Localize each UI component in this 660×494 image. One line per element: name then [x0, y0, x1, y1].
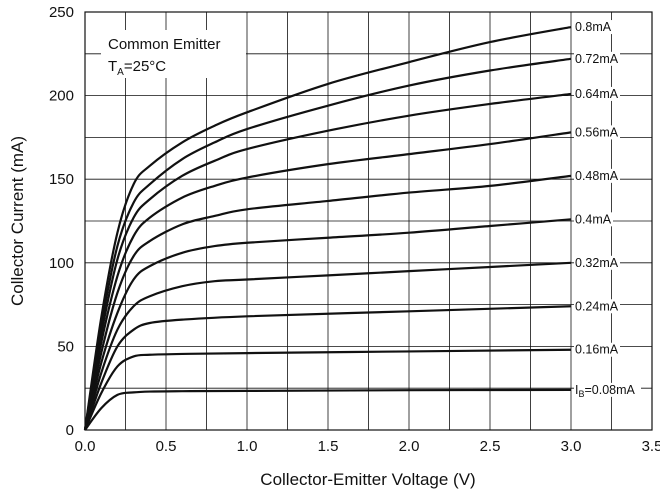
series-label: 0.72mA: [575, 52, 619, 66]
series-curve: [83, 305, 572, 431]
curves: IB=0.08mA 0.16mA 0.24mA 0.32mA 0.4mA 0.48mA 0.…: [83, 20, 641, 431]
annotation-temp-symbol: T: [108, 58, 117, 75]
y-tick-label: 150: [49, 171, 74, 188]
series-label-background: [574, 51, 620, 66]
annotation-line2: TA=25°C: [108, 58, 166, 78]
y-tick-label: 200: [49, 88, 74, 105]
series-label-value: =0.08mA: [585, 383, 636, 397]
series-curve: [83, 57, 572, 431]
series-label: 0.24mA: [575, 299, 619, 313]
series-label-background: [574, 342, 620, 357]
tick-labels: 0.0 0.5 1.0 1.5 2.0 2.5 3.0 3.5 0 50 100 150 200 250: [49, 4, 660, 455]
y-tick-label: 50: [57, 338, 74, 355]
series-curve: [83, 92, 572, 431]
series-curve: [83, 131, 572, 431]
series-label-symbol: I: [575, 383, 578, 397]
y-tick-label: 250: [49, 4, 74, 21]
series-label: 0.4mA: [575, 212, 612, 226]
series-curve: [83, 218, 572, 431]
series-label-background: [574, 212, 613, 227]
series-label: 0.64mA: [575, 87, 619, 101]
x-tick-label: 3.0: [561, 438, 582, 455]
series-label: IB=0.08mA: [575, 383, 636, 399]
x-tick-label: 0.0: [75, 438, 96, 455]
x-tick-label: 3.5: [642, 438, 660, 455]
series-label: 0.48mA: [575, 169, 619, 183]
x-axis-label: Collector-Emitter Voltage (V): [260, 470, 475, 489]
y-tick-label: 0: [66, 422, 74, 439]
x-tick-label: 1.5: [318, 438, 339, 455]
series-label: 0.8mA: [575, 20, 612, 34]
series-label-background: [574, 255, 620, 270]
series-curve: [83, 261, 572, 431]
series-label-background: [574, 382, 641, 397]
grid: [85, 12, 652, 430]
series-label-background: [574, 168, 620, 183]
x-tick-label: 1.0: [237, 438, 258, 455]
x-tick-label: 2.0: [399, 438, 420, 455]
series-label: 0.32mA: [575, 256, 619, 270]
annotation-temp-value: =25°C: [124, 58, 166, 75]
series-label-background: [574, 125, 620, 140]
y-tick-label: 100: [49, 255, 74, 272]
series-curve: [83, 348, 572, 431]
series-label: 0.56mA: [575, 125, 619, 139]
annotation-box: [101, 30, 246, 78]
series-label: 0.16mA: [575, 343, 619, 357]
series-label-background: [574, 299, 620, 314]
annotation-temp-subscript: A: [117, 67, 124, 78]
series-curve: [83, 174, 572, 431]
series-label-background: [574, 20, 613, 35]
series-curve: [84, 388, 572, 431]
annotation-line1: Common Emitter: [108, 36, 221, 53]
x-tick-label: 2.5: [480, 438, 501, 455]
x-tick-label: 0.5: [156, 438, 177, 455]
series-label-subscript: B: [578, 389, 584, 399]
series-curve: [83, 25, 572, 431]
plot-frame: [84, 11, 653, 431]
y-axis-label: Collector Current (mA): [8, 136, 27, 306]
series-label-background: [574, 86, 620, 101]
